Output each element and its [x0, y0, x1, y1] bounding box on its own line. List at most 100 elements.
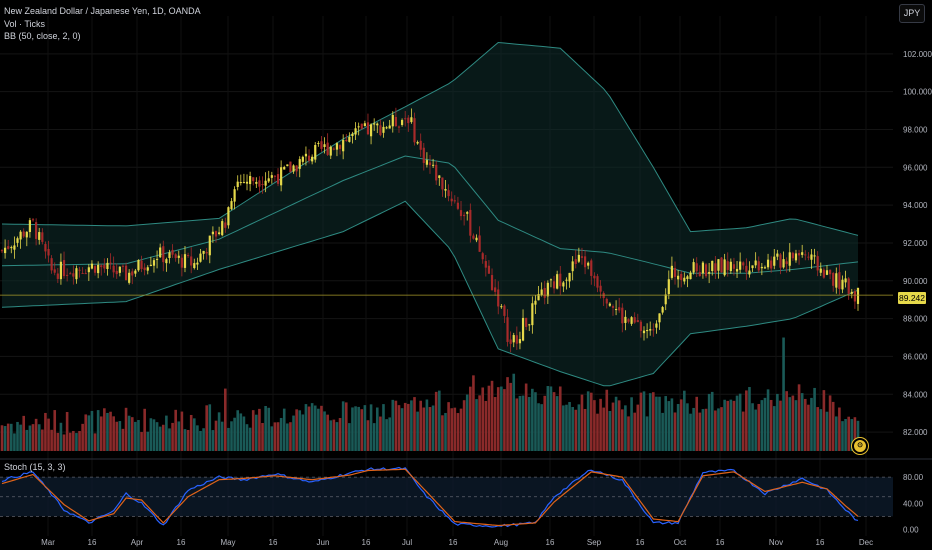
candle-body: [84, 273, 87, 275]
volume-bar: [695, 396, 699, 451]
volume-bar: [834, 416, 838, 451]
candle-body: [376, 123, 379, 126]
candle-body: [664, 294, 667, 305]
candle-body: [186, 255, 190, 257]
candle-body: [326, 142, 329, 155]
candle-body: [13, 245, 16, 250]
volume-bar: [844, 418, 847, 451]
volume-bar: [506, 377, 509, 451]
volume-bar: [264, 405, 267, 451]
candle-body: [832, 273, 835, 286]
volume-bar: [171, 422, 174, 451]
candle-body: [469, 209, 472, 236]
volume-bar: [348, 423, 351, 451]
volume-bar: [698, 412, 702, 451]
volume-bar: [729, 399, 733, 451]
volume-bar: [78, 431, 81, 451]
time-axis[interactable]: Mar 16 Apr 16 May 16 Jun 16 Jul 16 Aug 16 Sep 16 Oct 16…: [41, 538, 873, 547]
volume-bar: [484, 400, 488, 451]
volume-legend[interactable]: Vol · Ticks: [4, 19, 46, 29]
volume-bar: [683, 390, 686, 451]
candle-body: [571, 261, 574, 272]
volume-bar: [344, 402, 348, 451]
candle-body: [128, 272, 131, 283]
candle-body: [791, 252, 794, 259]
volume-bar: [400, 408, 404, 451]
volume-bar: [493, 397, 497, 451]
volume-bar: [741, 411, 745, 451]
volume-bar: [41, 429, 44, 451]
volume-bar: [465, 394, 469, 451]
candle-body: [369, 124, 373, 137]
candle-body: [320, 141, 323, 149]
volume-bar: [177, 421, 181, 451]
candle-body: [357, 126, 360, 128]
volume-bar: [351, 407, 354, 451]
candle-body: [552, 281, 556, 289]
candle-body: [456, 202, 460, 209]
volume-bar: [251, 410, 255, 451]
candle-body: [425, 160, 428, 165]
volume-bar: [56, 432, 60, 451]
volume-bar: [447, 402, 450, 451]
candle-body: [168, 252, 171, 258]
bollinger-legend[interactable]: BB (50, close, 2, 0): [4, 31, 81, 41]
volume-bar: [140, 432, 143, 451]
volume-bar: [546, 386, 550, 451]
candle-body: [363, 123, 366, 127]
volume-bar: [760, 400, 764, 451]
candle-body: [276, 174, 280, 184]
candle-body: [856, 287, 860, 304]
candle-body: [605, 298, 608, 304]
volume-bar: [807, 404, 810, 451]
stoch-legend[interactable]: Stoch (15, 3, 3): [4, 462, 66, 472]
volume-bar: [208, 404, 212, 451]
volume-bar: [282, 408, 286, 451]
volume-bar: [524, 383, 528, 451]
volume-bar: [521, 395, 525, 451]
price-tick-label: 98.000: [903, 125, 928, 134]
volume-bar: [487, 385, 491, 451]
alert-icon[interactable]: ⊙: [852, 438, 868, 454]
candle-body: [317, 143, 320, 145]
time-tick-label: 16: [636, 538, 645, 547]
volume-bar: [664, 396, 668, 451]
candle-body: [850, 291, 853, 294]
candle-body: [658, 313, 661, 323]
time-tick-label: Aug: [494, 538, 508, 547]
volume-bar: [667, 401, 671, 451]
candle-body: [813, 255, 816, 257]
time-tick-label: 16: [449, 538, 458, 547]
candle-body: [342, 140, 345, 152]
price-axis[interactable]: 82.000 84.000 86.000 88.000 90.000 92.000 94.0…: [903, 50, 932, 535]
candle-body: [304, 153, 308, 157]
currency-badge[interactable]: JPY: [899, 4, 925, 23]
candle-body: [152, 260, 156, 266]
volume-bar: [242, 416, 246, 451]
volume-bar: [165, 415, 168, 451]
candle-body: [233, 189, 236, 202]
price-tick-label: 92.000: [903, 239, 928, 248]
candle-body: [450, 198, 453, 202]
candle-body: [593, 275, 596, 279]
candle-body: [351, 133, 354, 137]
volume-bar: [394, 400, 398, 451]
last-price-badge: 89.242: [898, 292, 926, 304]
candle-body: [630, 317, 633, 324]
volume-bar: [211, 430, 215, 451]
volume-bar: [813, 387, 816, 451]
volume-bar: [441, 415, 444, 451]
candle-body: [729, 261, 732, 272]
candle-body: [528, 324, 531, 326]
volume-bar: [196, 425, 199, 451]
symbol-legend[interactable]: New Zealand Dollar / Japanese Yen, 1D, O…: [4, 6, 201, 16]
candle-body: [314, 145, 317, 160]
volume-bar: [549, 386, 553, 451]
volume-bar: [81, 423, 84, 451]
volume-bar: [329, 420, 333, 451]
volume-bar: [205, 405, 208, 451]
candle-body: [590, 260, 593, 276]
volume-bar: [72, 430, 75, 451]
candle-body: [692, 262, 695, 273]
